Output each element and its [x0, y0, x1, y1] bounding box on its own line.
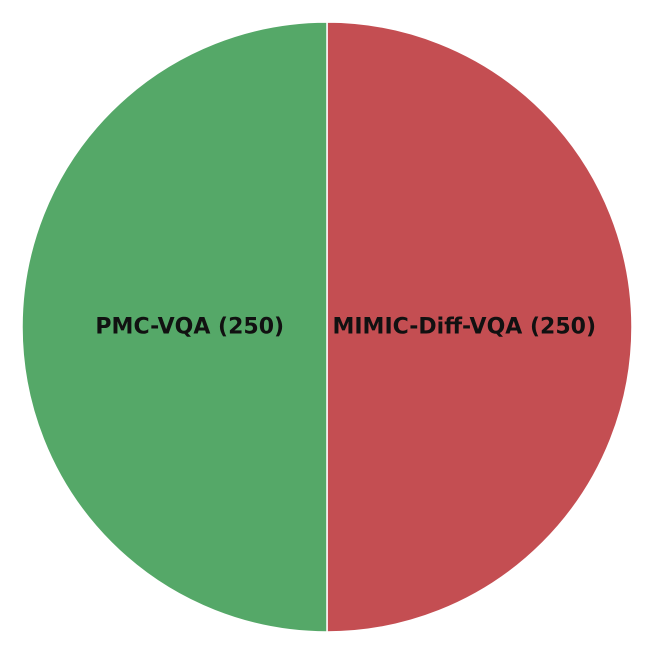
pie-label-mimic-diff-vqa: MIMIC-Diff-VQA (250) — [332, 315, 596, 340]
pie-slice-pmc-vqa — [21, 21, 328, 633]
pie-labels: MIMIC-Diff-VQA (250) PMC-VQA (250) — [95, 315, 596, 340]
pie-label-pmc-vqa: PMC-VQA (250) — [95, 315, 284, 340]
pie-slice-mimic-diff-vqa — [326, 21, 633, 633]
pie-slices — [21, 21, 633, 633]
